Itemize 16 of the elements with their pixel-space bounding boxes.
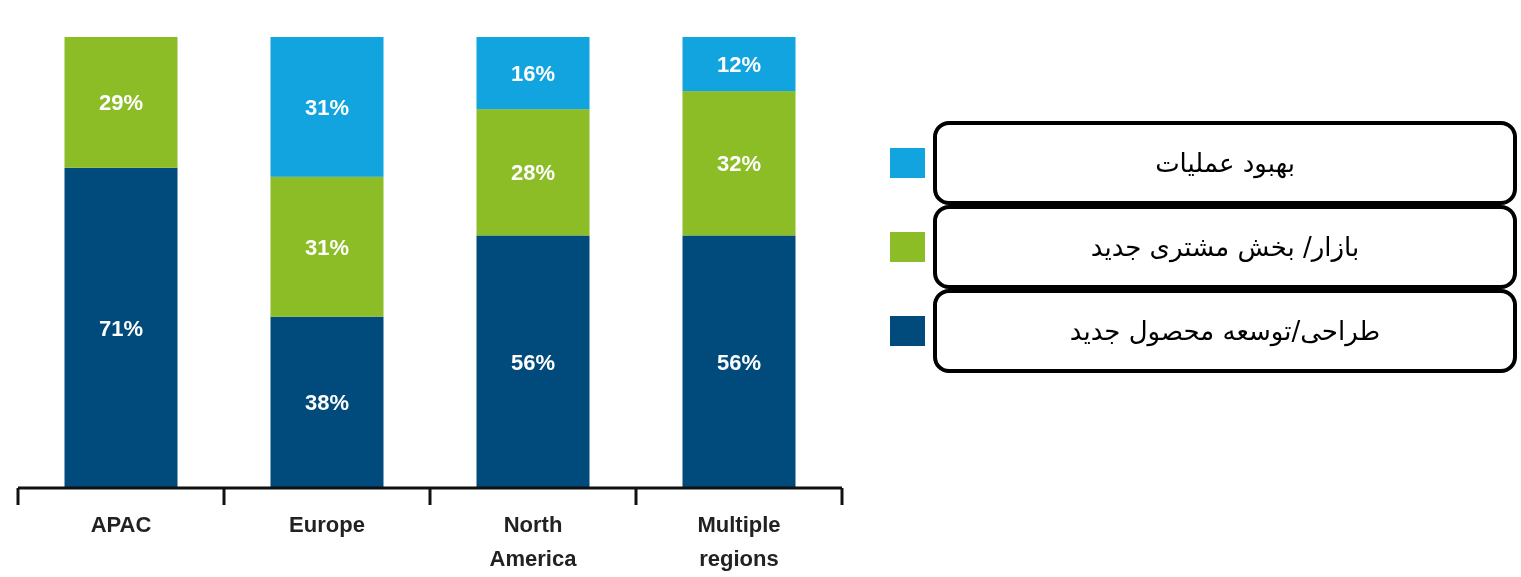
data-label: 29% bbox=[98, 90, 144, 116]
data-label: 16% bbox=[510, 61, 556, 87]
data-label: 32% bbox=[716, 151, 762, 177]
data-label: 71% bbox=[98, 315, 144, 341]
x-tick-label: Multiple regions bbox=[697, 512, 781, 571]
x-tick-label: APAC bbox=[90, 512, 152, 537]
data-label: 56% bbox=[510, 349, 556, 375]
data-label: 12% bbox=[716, 52, 762, 78]
x-tick-label: Europe bbox=[289, 512, 365, 537]
data-label: 31% bbox=[304, 234, 350, 260]
legend: بهبود عملیات بازار/ بخش مشتری جدید طراحی/توسعه محصول جدید bbox=[890, 121, 1517, 373]
data-label: 38% bbox=[304, 390, 350, 416]
data-label: 31% bbox=[304, 94, 350, 120]
data-label: 56% bbox=[716, 349, 762, 375]
data-label: 28% bbox=[510, 160, 556, 186]
x-tick-label: North America bbox=[489, 512, 578, 571]
